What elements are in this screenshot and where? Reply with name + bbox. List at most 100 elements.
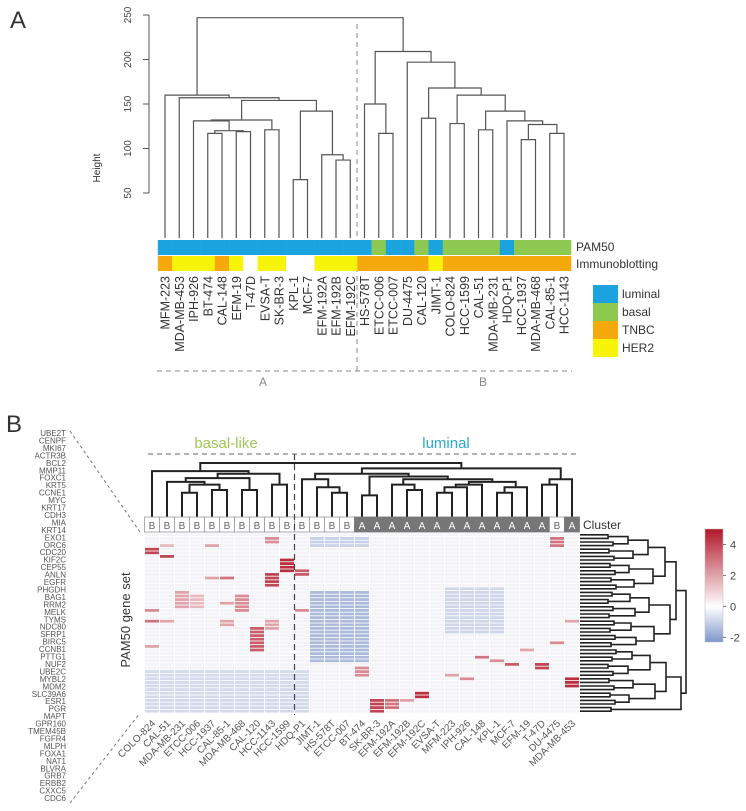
heatmap-cell	[205, 601, 219, 605]
heatmap-cell	[385, 691, 399, 695]
heatmap-cell	[490, 630, 504, 634]
heatmap-cell	[385, 612, 399, 616]
row-dendrogram-branch	[580, 620, 615, 626]
cluster-box-label: B	[164, 521, 171, 532]
heatmap-cell	[445, 576, 459, 580]
heatmap-cell	[190, 551, 204, 555]
pam50-cell	[385, 240, 401, 255]
heatmap-cell	[445, 648, 459, 652]
heatmap-cell	[370, 580, 384, 583]
heatmap-cell	[505, 576, 519, 580]
heatmap-cell	[250, 587, 264, 591]
heatmap-cell	[505, 551, 519, 555]
heatmap-cell	[535, 637, 549, 641]
heatmap-cell	[370, 576, 384, 580]
heatmap-cell	[145, 619, 159, 623]
heatmap-cell	[295, 659, 309, 663]
heatmap-cell	[265, 619, 279, 623]
heatmap-cell	[310, 605, 324, 609]
row-dendrogram-branch	[580, 570, 616, 576]
heatmap-cell	[460, 569, 474, 573]
gene-label: EGFR	[44, 578, 66, 587]
gene-label: UBE2T	[40, 429, 66, 438]
heatmap-cell	[160, 569, 174, 573]
heatmap-cell	[520, 702, 534, 706]
gene-label: PTTG1	[40, 653, 66, 662]
heatmap-cell	[490, 681, 504, 684]
heatmap-cell	[190, 655, 204, 659]
heatmap-cell	[445, 558, 459, 562]
cluster-box-label: B	[299, 521, 306, 532]
heatmap-cell	[205, 562, 219, 565]
heatmap-cell	[460, 609, 474, 612]
heatmap-cell	[370, 565, 384, 569]
heatmap-cell	[160, 688, 174, 691]
heatmap-cell	[190, 645, 204, 648]
heatmap-cell	[160, 558, 174, 562]
heatmap-cell	[490, 583, 504, 587]
heatmap-cell	[145, 663, 159, 666]
heatmap-cell	[505, 641, 519, 645]
heatmap-cell	[415, 555, 429, 558]
heatmap-cell	[370, 569, 384, 573]
heatmap-cell	[505, 688, 519, 691]
heatmap-cell	[190, 673, 204, 677]
heatmap-cell	[160, 555, 174, 558]
heatmap-cell	[505, 605, 519, 609]
heatmap-cell	[220, 540, 234, 544]
heatmap-cell	[310, 533, 324, 537]
heatmap-cell	[250, 598, 264, 601]
gene-label: ORC6	[44, 541, 67, 550]
heatmap-cell	[190, 598, 204, 601]
gene-label: CENPF	[39, 436, 66, 445]
heatmap-cell	[145, 537, 159, 540]
heatmap-cell	[565, 641, 579, 645]
heatmap-cell	[310, 655, 324, 659]
heatmap-cell	[520, 709, 534, 713]
heatmap-cell	[280, 706, 294, 709]
leaf-label: ETCC-006	[372, 276, 386, 335]
heatmap-cell	[520, 612, 534, 616]
heatmap-cell	[535, 648, 549, 652]
heatmap-cell	[235, 555, 249, 558]
heatmap-cell	[250, 562, 264, 565]
heatmap-cell	[205, 627, 219, 630]
heatmap-cell	[310, 544, 324, 547]
heatmap-cell	[550, 695, 564, 699]
heatmap-cell	[325, 565, 339, 569]
heatmap-cell	[145, 645, 159, 648]
heatmap-cell	[355, 691, 369, 695]
heatmap-cell	[445, 587, 459, 591]
heatmap-cell	[325, 655, 339, 659]
heatmap-cell	[190, 684, 204, 688]
heatmap-cell	[565, 551, 579, 555]
heatmap-cell	[145, 695, 159, 699]
heatmap-cell	[175, 555, 189, 558]
heatmap-cell	[265, 569, 279, 573]
heatmap-cell	[145, 691, 159, 695]
column-dendrogram-branch	[361, 494, 378, 517]
heatmap-cell	[175, 580, 189, 583]
heatmap-cell	[445, 623, 459, 627]
heatmap-cell	[475, 569, 489, 573]
y-tick-label: 200	[123, 51, 134, 68]
heatmap-cell	[355, 630, 369, 634]
heatmap-cell	[175, 612, 189, 616]
heatmap-cell	[430, 691, 444, 695]
heatmap-cell	[235, 706, 249, 709]
heatmap-cell	[205, 673, 219, 677]
heatmap-cell	[370, 691, 384, 695]
heatmap-cell	[325, 709, 339, 713]
heatmap-cell	[310, 583, 324, 587]
heatmap-cell	[505, 666, 519, 670]
heatmap-cell	[430, 533, 444, 537]
heatmap-cell	[160, 637, 174, 641]
heatmap-cell	[145, 612, 159, 616]
heatmap-cell	[145, 605, 159, 609]
heatmap-cell	[385, 565, 399, 569]
heatmap-cell	[205, 652, 219, 655]
heatmap-cell	[175, 565, 189, 569]
heatmap-cell	[460, 555, 474, 558]
heatmap-cell	[295, 670, 309, 673]
heatmap-cell	[460, 645, 474, 648]
